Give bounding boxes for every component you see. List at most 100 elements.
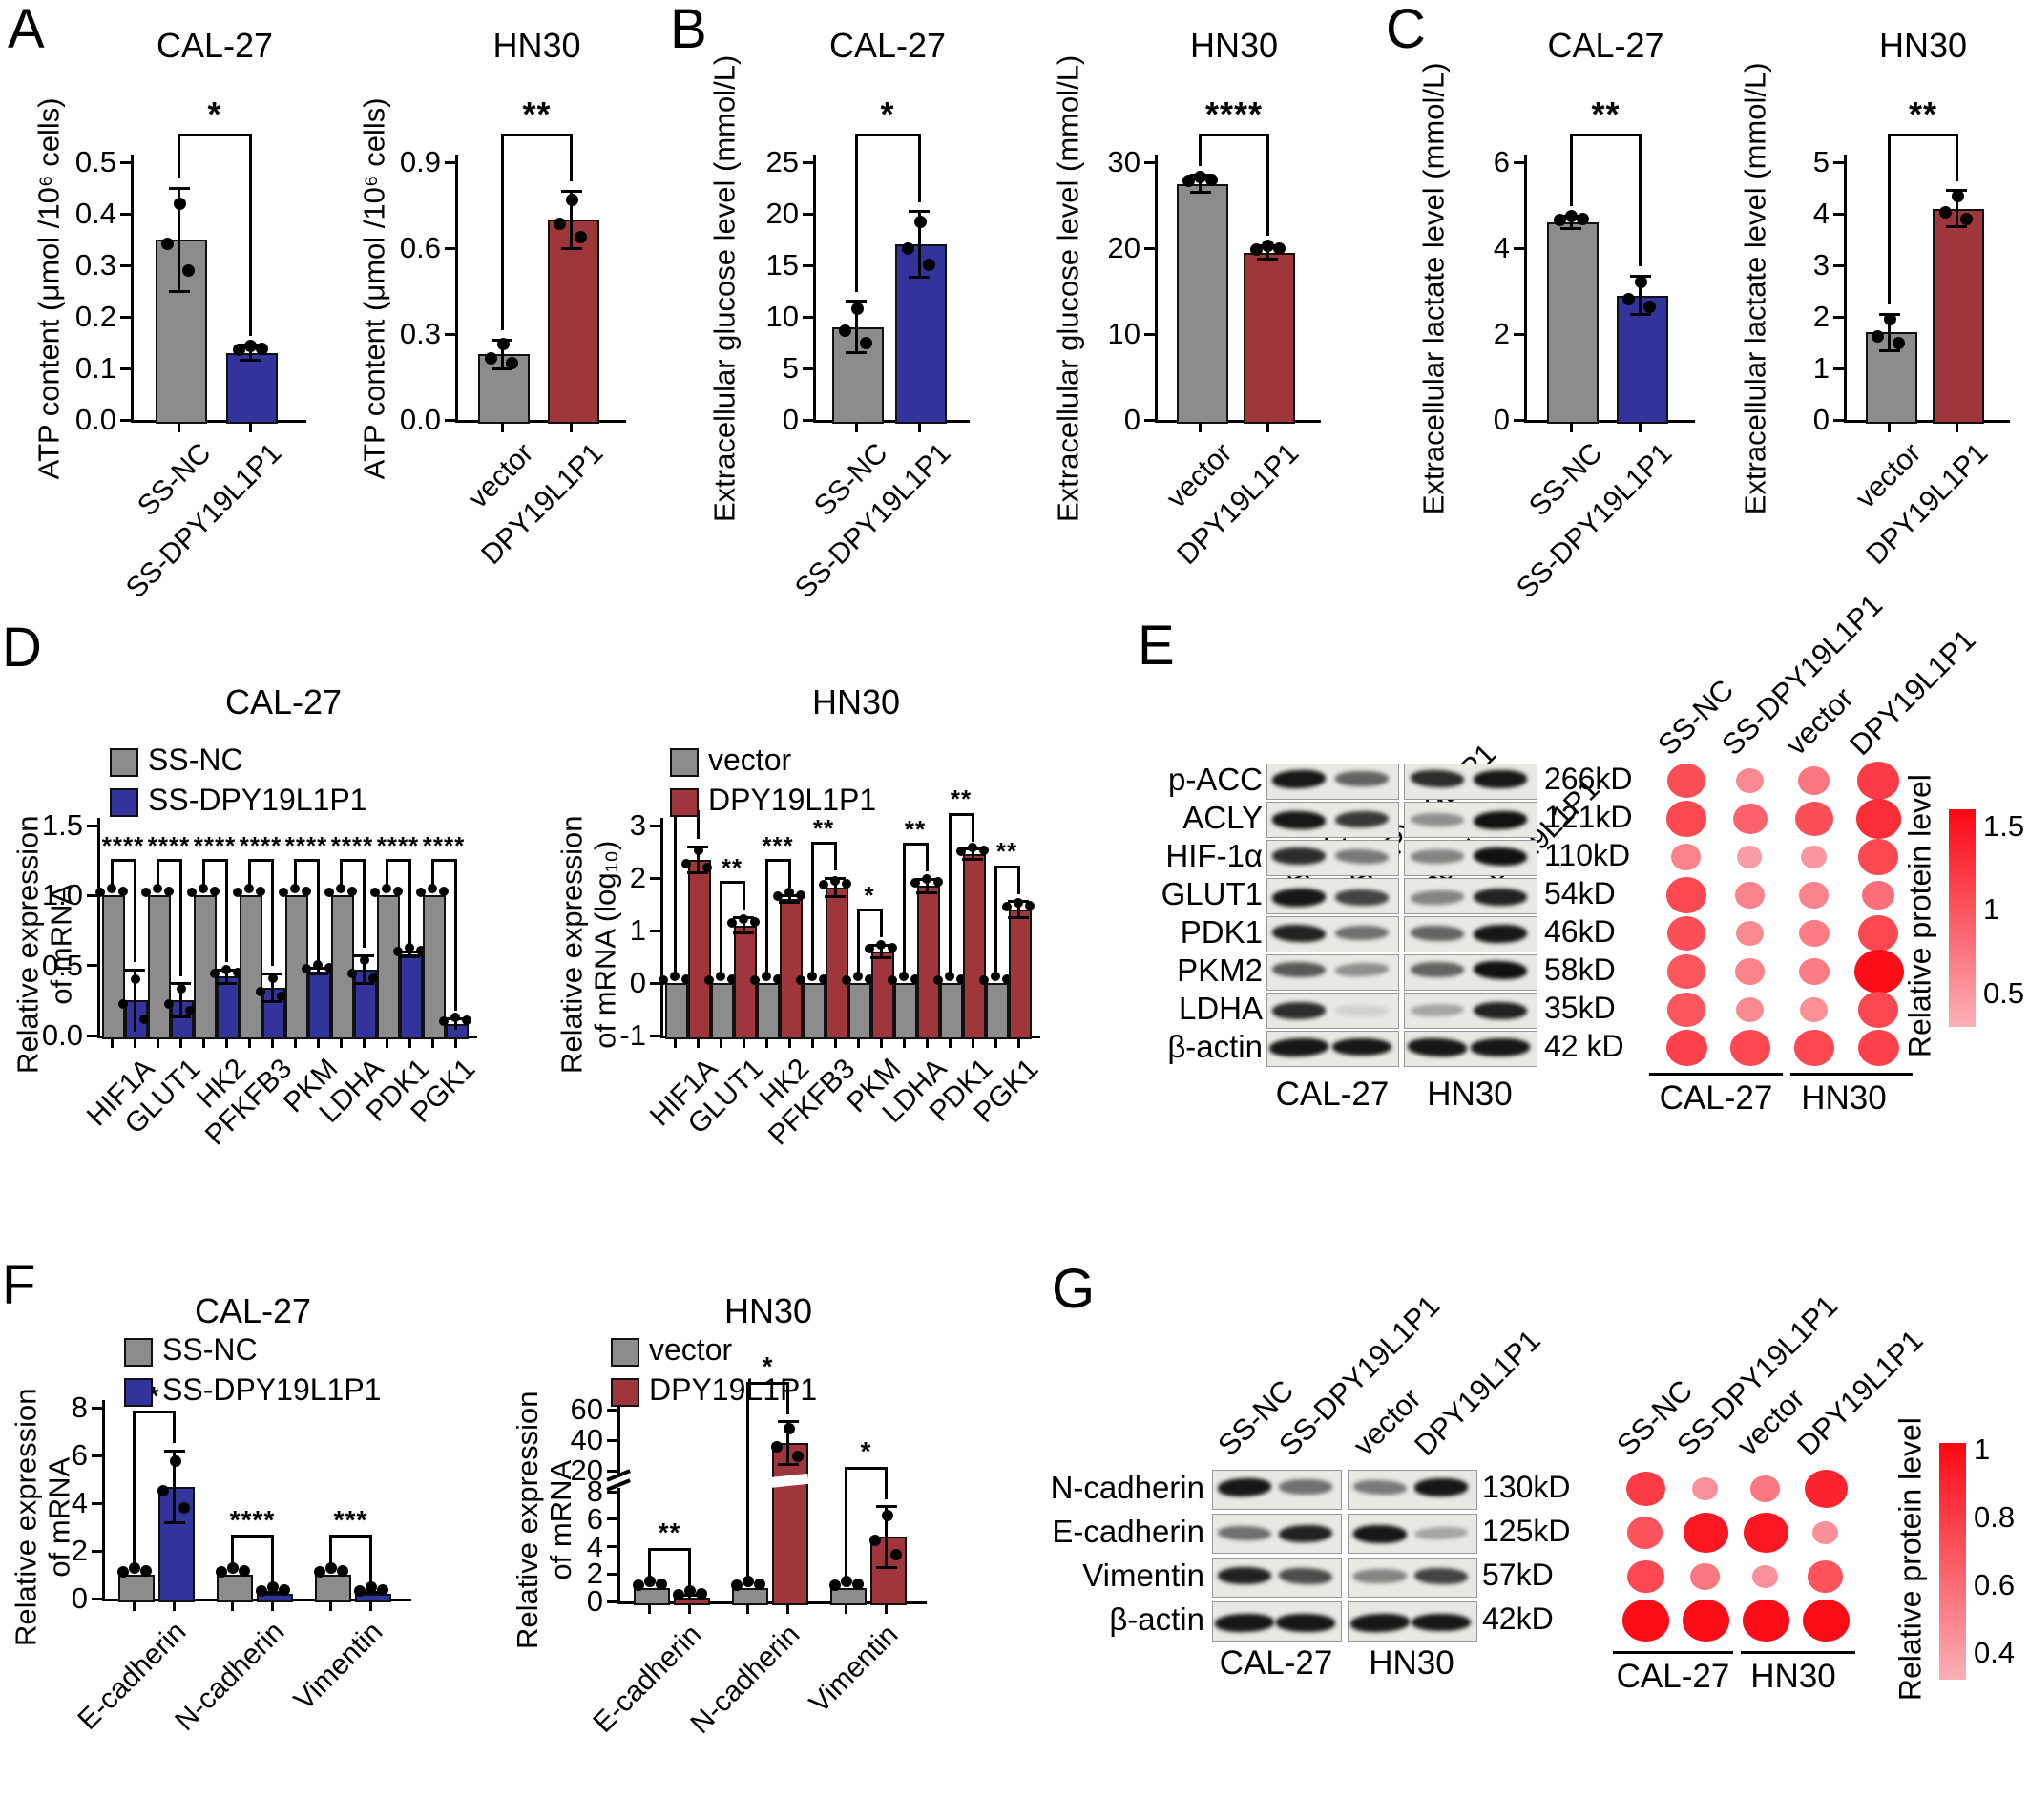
protein-level-dot bbox=[1857, 1029, 1899, 1067]
data-point-dot bbox=[290, 884, 300, 894]
significance-bracket bbox=[385, 859, 388, 889]
y-tick-mark bbox=[92, 1454, 103, 1457]
significance-bracket bbox=[247, 859, 251, 889]
protein-level-dot bbox=[1858, 839, 1899, 875]
significance-bracket bbox=[224, 859, 228, 963]
y-tick-mark bbox=[1833, 366, 1845, 370]
y-tick-mark bbox=[445, 418, 456, 422]
data-point-dot bbox=[742, 1575, 754, 1587]
protein-level-dot bbox=[1803, 1600, 1850, 1642]
y-tick-mark bbox=[607, 1545, 618, 1548]
error-bar-line bbox=[1639, 276, 1642, 315]
colorbar bbox=[1949, 809, 1976, 1027]
data-point-dot bbox=[702, 863, 712, 872]
molecular-weight-label: 54kD bbox=[1544, 876, 1616, 910]
data-point-dot bbox=[1938, 206, 1952, 220]
protein-level-dot bbox=[1627, 1517, 1663, 1549]
y-tick-label: 4 bbox=[1812, 197, 1830, 230]
bar bbox=[331, 895, 354, 1039]
x-tick-mark bbox=[786, 1604, 789, 1614]
y-tick-mark bbox=[1514, 332, 1525, 336]
y-tick-mark bbox=[1144, 418, 1156, 422]
protein-level-dot bbox=[1744, 1513, 1788, 1553]
protein-level-dot bbox=[1798, 957, 1830, 986]
y-tick-label: 3 bbox=[629, 808, 646, 842]
chart-title: CAL-27 bbox=[156, 26, 274, 65]
x-category-label: Vimentin bbox=[803, 1619, 904, 1720]
y-axis-line bbox=[617, 1488, 620, 1601]
bar bbox=[869, 1537, 907, 1605]
data-point-dot bbox=[899, 972, 909, 981]
error-bar-line bbox=[742, 917, 745, 933]
molecular-weight-label: 42 kD bbox=[1544, 1029, 1624, 1063]
error-bar-line bbox=[224, 970, 228, 984]
significance-bracket bbox=[133, 859, 136, 963]
error-bar-line bbox=[369, 1592, 372, 1595]
protein-level-dot bbox=[1737, 846, 1763, 868]
y-tick-label: 0 bbox=[71, 1581, 88, 1615]
significance-bracket bbox=[178, 134, 181, 178]
error-bar-line bbox=[1199, 175, 1203, 193]
data-point-dot bbox=[819, 879, 828, 889]
y-tick-label: 2 bbox=[71, 1534, 88, 1567]
y-tick-label: 10 bbox=[1107, 317, 1140, 350]
y-axis-line bbox=[813, 155, 816, 420]
significance-bracket bbox=[339, 859, 343, 889]
group-overline bbox=[1649, 1073, 1783, 1076]
data-point-dot bbox=[922, 258, 935, 271]
protein-level-dot bbox=[1858, 992, 1899, 1028]
data-point-dot bbox=[784, 888, 794, 897]
protein-level-dot bbox=[1683, 1600, 1729, 1642]
bar bbox=[829, 1587, 867, 1605]
molecular-weight-label: 42kD bbox=[1482, 1601, 1554, 1636]
significance-label: * bbox=[762, 1351, 774, 1382]
protein-level-dot bbox=[1732, 803, 1768, 835]
error-bar-line bbox=[787, 895, 791, 903]
bar bbox=[216, 1575, 253, 1602]
protein-level-dot bbox=[1691, 1476, 1719, 1501]
significance-bracket bbox=[925, 843, 929, 872]
blot-band bbox=[1278, 1479, 1332, 1495]
y-tick-mark bbox=[120, 315, 132, 319]
data-point-dot bbox=[933, 877, 943, 888]
bar bbox=[240, 895, 262, 1039]
data-point-dot bbox=[1014, 898, 1023, 908]
data-point-dot bbox=[1261, 240, 1274, 252]
data-point-dot bbox=[187, 888, 197, 898]
data-point-dot bbox=[177, 984, 186, 994]
y-tick-mark bbox=[803, 263, 814, 267]
significance-label: * bbox=[880, 94, 895, 135]
colorbar-tick-label: 1 bbox=[1974, 1433, 1991, 1467]
error-bar-cap bbox=[163, 1449, 185, 1453]
error-bar-cap bbox=[1629, 313, 1651, 317]
significance-label: ** bbox=[1591, 94, 1621, 135]
data-point-dot bbox=[807, 972, 817, 981]
significance-bracket bbox=[948, 812, 952, 975]
data-point-dot bbox=[1272, 242, 1286, 255]
error-bar-cap bbox=[240, 359, 261, 363]
data-point-dot bbox=[922, 874, 931, 885]
blot-band bbox=[1413, 1477, 1468, 1496]
y-tick-mark bbox=[1514, 246, 1525, 250]
protein-level-dot bbox=[1853, 949, 1905, 994]
error-bar-line bbox=[271, 1592, 274, 1595]
error-bar-line bbox=[696, 847, 700, 873]
data-point-dot bbox=[730, 1579, 743, 1591]
data-point-dot bbox=[256, 887, 265, 897]
x-category-label: N-cadherin bbox=[683, 1619, 805, 1741]
x-tick-mark bbox=[430, 1038, 434, 1048]
data-point-dot bbox=[783, 1422, 795, 1434]
bar bbox=[157, 1486, 195, 1602]
data-point-dot bbox=[484, 351, 497, 365]
blot-band bbox=[1217, 1566, 1271, 1585]
error-bar-line bbox=[1016, 901, 1020, 918]
data-point-dot bbox=[450, 1013, 460, 1023]
data-point-dot bbox=[157, 1484, 169, 1496]
colorbar-tick-label: 1.5 bbox=[1983, 808, 2025, 843]
colorbar bbox=[1939, 1443, 1966, 1680]
x-tick-mark bbox=[833, 1038, 837, 1048]
data-point-dot bbox=[347, 887, 357, 897]
y-tick-label: 3 bbox=[1812, 248, 1830, 282]
legend-swatch bbox=[611, 1338, 639, 1367]
protein-level-dot bbox=[1794, 801, 1834, 837]
